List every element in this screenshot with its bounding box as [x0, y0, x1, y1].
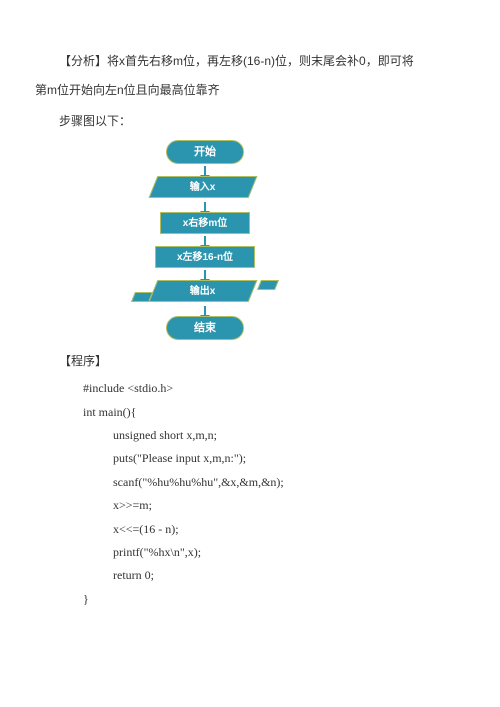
analysis-para-1: 【分析】将x首先右移m位，再左移(16-n)位，则末尾会补0，即可将 [35, 50, 465, 73]
flow-arrow [204, 166, 206, 176]
flow-arrow [204, 270, 206, 280]
code-line: int main(){ [83, 401, 465, 424]
code-line: x<<=(16 - n); [83, 518, 465, 541]
flow-shr: x右移m位 [160, 212, 250, 234]
analysis-text-1: 将x首先右移m位，再左移(16-n)位，则末尾会补0，即可将 [107, 54, 414, 68]
program-label: 【程序】 [35, 350, 465, 373]
code-line: return 0; [83, 564, 465, 587]
flow-shl: x左移16-n位 [155, 246, 255, 268]
code-line: x>>=m; [83, 494, 465, 517]
io-decor [257, 280, 279, 290]
flowchart: 开始 输入x x右移m位 x左移16-n位 输出x 结束 [125, 140, 285, 340]
code-line: puts("Please input x,m,n:"); [83, 447, 465, 470]
code-line: } [83, 588, 465, 611]
flow-arrow [204, 306, 206, 316]
flow-input-node: 输入x [135, 176, 275, 200]
code-line: printf("%hx\n",x); [83, 541, 465, 564]
flow-arrow [204, 236, 206, 246]
code-line: #include <stdio.h> [83, 377, 465, 400]
flow-end: 结束 [166, 316, 244, 340]
flow-start: 开始 [166, 140, 244, 164]
flow-output-label: 输出x [190, 282, 216, 301]
flow-arrow [204, 202, 206, 212]
flow-output-node: 输出x [135, 280, 275, 304]
steps-label: 步骤图以下： [35, 110, 465, 133]
code-block: #include <stdio.h> int main(){ unsigned … [83, 377, 465, 611]
analysis-label: 【分析】 [59, 54, 107, 68]
code-line: unsigned short x,m,n; [83, 424, 465, 447]
analysis-para-2: 第m位开始向左n位且向最高位靠齐 [35, 79, 465, 102]
flow-input-label: 输入x [190, 178, 216, 197]
code-line: scanf("%hu%hu%hu",&x,&m,&n); [83, 471, 465, 494]
